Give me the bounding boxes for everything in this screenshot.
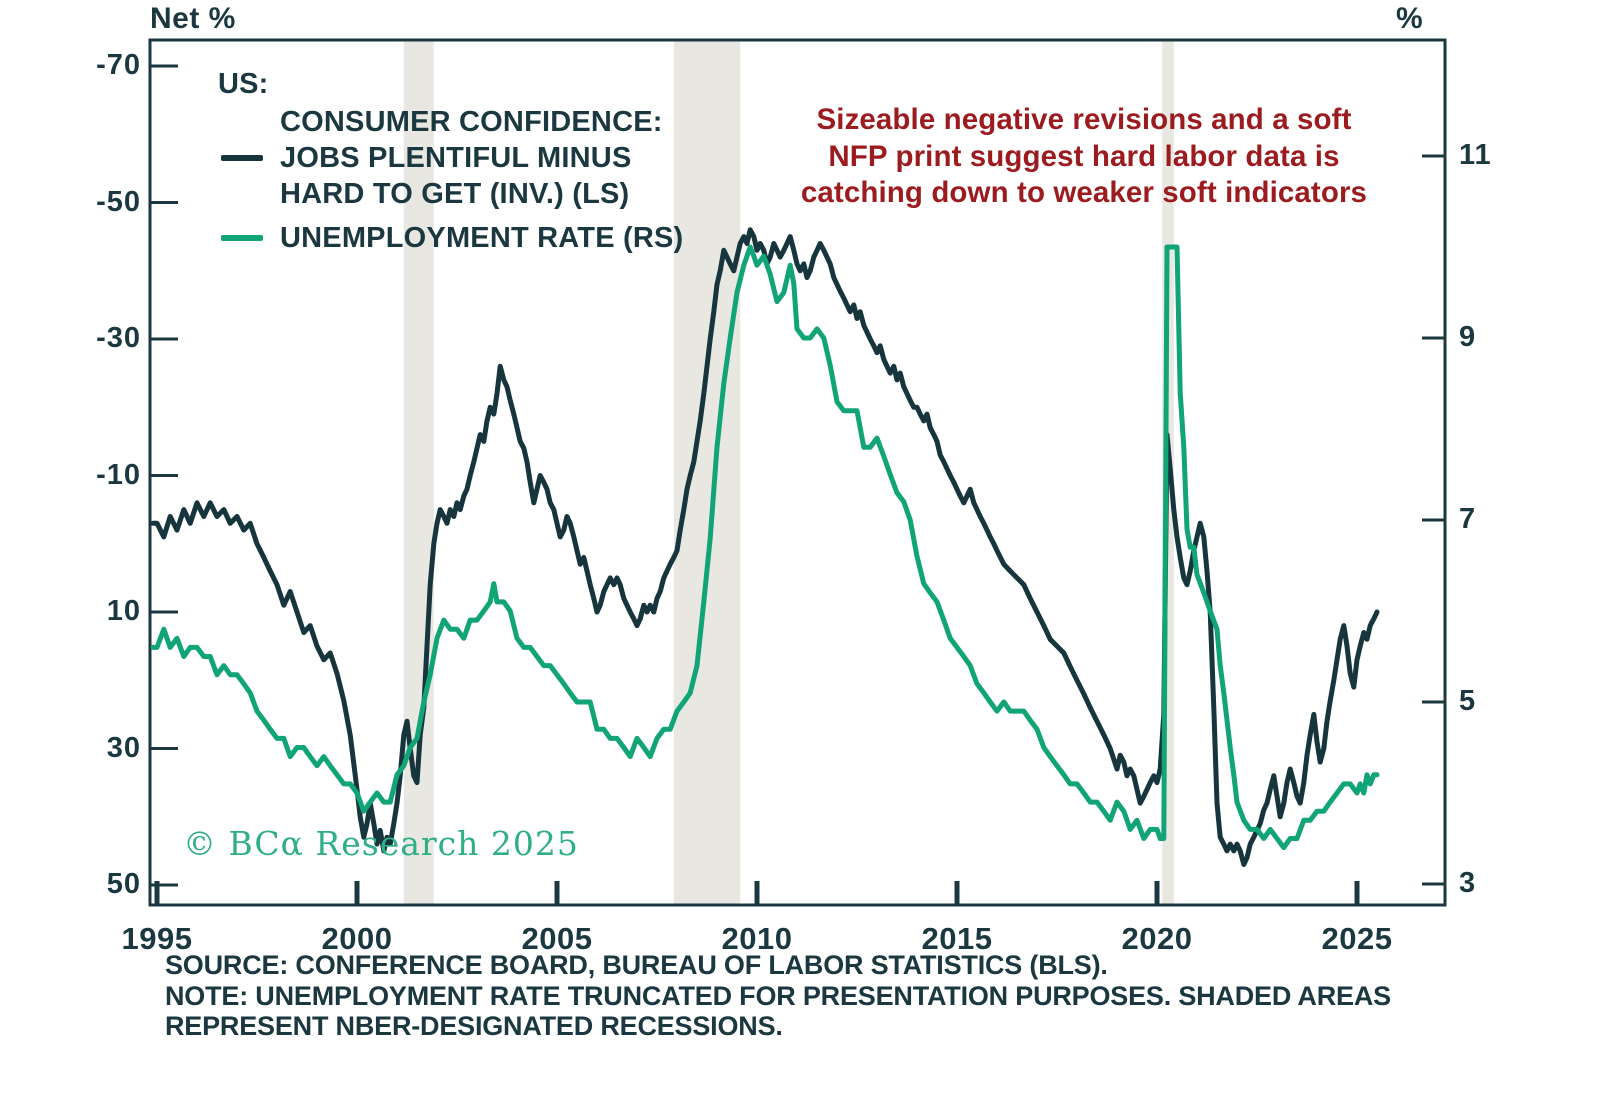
annotation-callout: Sizeable negative revisions and a soft N… xyxy=(770,102,1398,212)
left-axis-title: Net % xyxy=(150,2,236,35)
plot-frame xyxy=(148,38,1447,907)
legend-confidence-label-line: JOBS PLENTIFUL MINUS xyxy=(280,142,632,174)
unemployment-line xyxy=(150,244,1380,851)
legend-confidence-label: CONSUMER CONFIDENCE: JOBS PLENTIFUL MINUS… xyxy=(280,104,663,212)
right-axis-tick-label: 3 xyxy=(1459,867,1477,899)
annotation-line: catching down to weaker soft indicators xyxy=(800,176,1368,209)
confidence-line-swatch xyxy=(221,155,263,161)
x-axis-year-label: 2025 xyxy=(1321,921,1393,956)
left-axis-tick-label: 10 xyxy=(106,595,141,627)
watermark: © BCα Research 2025 xyxy=(183,824,579,863)
footnotes: SOURCE: CONFERENCE BOARD, BUREAU OF LABO… xyxy=(165,950,1391,1042)
right-axis-tick-label: 11 xyxy=(1459,139,1492,171)
left-axis-tick-label: -10 xyxy=(96,458,141,491)
right-axis-tick-label: 7 xyxy=(1459,503,1477,535)
left-axis-tick-label: -30 xyxy=(96,322,141,354)
note-line: NOTE: UNEMPLOYMENT RATE TRUNCATED FOR PR… xyxy=(165,980,1391,1011)
right-axis-title: % xyxy=(1396,2,1424,35)
annotation-line: Sizeable negative revisions and a soft xyxy=(816,103,1352,136)
x-axis-year-label: 2010 xyxy=(721,921,793,956)
x-axis-year-label: 2000 xyxy=(321,921,393,956)
legend-unemployment-label: UNEMPLOYMENT RATE (RS) xyxy=(280,222,684,254)
legend-confidence-label-line: CONSUMER CONFIDENCE: xyxy=(280,106,663,138)
x-axis-year-label: 1995 xyxy=(121,921,193,956)
left-axis-tick-label: 30 xyxy=(106,731,141,764)
confidence-line xyxy=(150,227,1380,867)
note-line: REPRESENT NBER-DESIGNATED RECESSIONS. xyxy=(165,1011,783,1041)
left-axis-tick-label: -70 xyxy=(96,49,141,81)
legend-confidence-label-line: HARD TO GET (INV.) (LS) xyxy=(280,178,630,210)
x-axis-year-label: 2005 xyxy=(521,921,593,956)
annotation-line: NFP print suggest hard labor data is xyxy=(828,139,1340,173)
right-axis-tick-label: 9 xyxy=(1459,321,1477,353)
legend-region-label: US: xyxy=(218,68,269,100)
unemployment-line-swatch xyxy=(221,235,263,241)
recession-band xyxy=(673,41,741,904)
left-axis-tick-label: 50 xyxy=(106,868,141,900)
x-axis-year-label: 2015 xyxy=(921,921,993,956)
right-axis-tick-label: 5 xyxy=(1459,685,1477,717)
source-note: SOURCE: CONFERENCE BOARD, BUREAU OF LABO… xyxy=(165,950,1108,980)
x-axis-year-label: 2020 xyxy=(1121,921,1193,956)
left-axis-tick-label: -50 xyxy=(96,185,141,218)
